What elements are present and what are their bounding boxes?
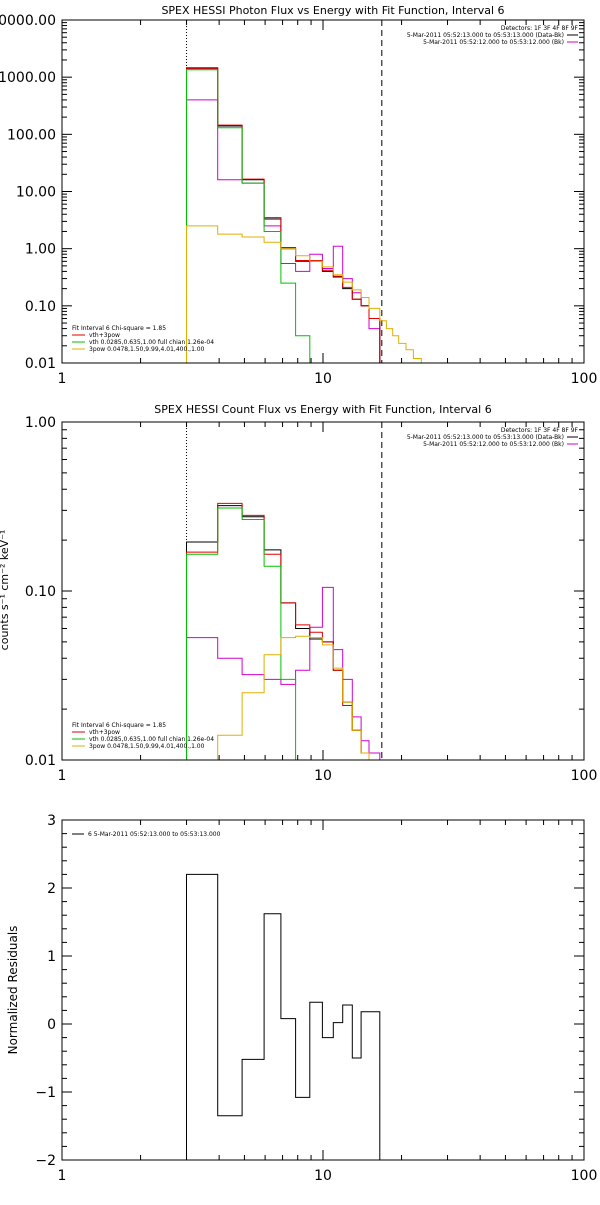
photon-xtick-label: 10 xyxy=(314,371,332,387)
photon-ytick-label: 0.01 xyxy=(25,356,56,372)
count-title: SPEX HESSI Count Flux vs Energy with Fit… xyxy=(154,403,491,416)
count-ytick-label: 0.01 xyxy=(25,753,56,769)
count-series-1 xyxy=(186,505,380,760)
resid-xtick-label: 1 xyxy=(58,1168,67,1184)
resid-series-group xyxy=(186,873,381,1160)
photon-legend-bl-text: 3pow 0.0478,1.50,9.99,4.01,400.,1.00 xyxy=(89,346,205,353)
count-ylabel: counts s⁻¹ cm⁻² keV⁻¹ xyxy=(0,530,11,651)
resid-ylabel: Normalized Residuals xyxy=(6,926,20,1055)
resid-ytick-label: −1 xyxy=(35,1085,56,1101)
photon-legend-tr-text: 5-Mar-2011 05:52:12.000 to 05:53:12.000 … xyxy=(423,39,564,46)
photon-frame xyxy=(61,19,585,364)
photon-legend-bl-text: Fit Interval 6 Chi-square = 1.85 xyxy=(72,325,166,332)
photon-panel: SPEX HESSI Photon Flux vs Energy with Fi… xyxy=(0,4,597,387)
photon-ytick-label: 10.00 xyxy=(16,185,56,201)
count-legend-tr-text: 5-Mar-2011 05:52:13.000 to 05:53:13.000 … xyxy=(407,434,564,441)
resid-ytick-label: 0 xyxy=(47,1017,56,1033)
resid-ytick-label: 1 xyxy=(47,949,56,965)
photon-series-0 xyxy=(186,99,387,363)
photon-title: SPEX HESSI Photon Flux vs Energy with Fi… xyxy=(161,4,504,17)
photon-ytick-label: 1000.00 xyxy=(0,70,56,86)
count-xtick-label: 100 xyxy=(571,768,598,784)
count-xtick-label: 10 xyxy=(314,768,332,784)
count-xtick-label: 1 xyxy=(58,768,67,784)
photon-legend-bl-text: vth 0.0285,0.635,1.00 full chian 1.26e-0… xyxy=(89,339,214,346)
photon-series-group xyxy=(186,67,430,363)
photon-ytick-label: 1.00 xyxy=(25,242,56,258)
resid-series-0 xyxy=(186,873,381,1160)
count-series-4 xyxy=(186,635,380,760)
resid-frame xyxy=(61,819,585,1161)
count-frame xyxy=(61,421,585,761)
count-series-group xyxy=(186,502,381,760)
resid-ytick-label: 2 xyxy=(47,881,56,897)
photon-series-1 xyxy=(186,67,381,363)
photon-xtick-label: 1 xyxy=(58,371,67,387)
photon-legend-bl-text: vth+3pow xyxy=(89,332,120,339)
count-ytick-label: 1.00 xyxy=(25,415,56,431)
resid-xtick-label: 100 xyxy=(571,1168,598,1184)
count-legend-bl-text: vth+3pow xyxy=(89,729,120,736)
count-legend-bl-text: 3pow 0.0478,1.50,9.99,4.01,400.,1.00 xyxy=(89,743,205,750)
count-panel: SPEX HESSI Count Flux vs Energy with Fit… xyxy=(0,403,598,784)
resid-legend-tl-text: 6 5-Mar-2011 05:52:13.000 to 05:53:13.00… xyxy=(88,831,221,838)
resid-xtick-label: 10 xyxy=(314,1168,332,1184)
count-ytick-label: 0.10 xyxy=(25,584,56,600)
count-series-3 xyxy=(186,507,311,760)
photon-plot: 1 10 100 0.01 0.10 1.00 10.00 100.00 1000.00 1000… xyxy=(0,13,597,387)
photon-series-2 xyxy=(186,68,381,363)
resid-ytick-label: 3 xyxy=(47,813,56,829)
photon-ytick-label: 10000.00 xyxy=(0,13,56,29)
count-series-0 xyxy=(186,586,381,760)
photon-series-4 xyxy=(186,225,430,363)
count-legend-bl-text: vth 0.0285,0.635,1.00 full chian 1.26e-0… xyxy=(89,736,214,743)
resid-panel: Normalized Residuals 1 10 100 −2 −1 0 1 2 3 6 5-M… xyxy=(6,813,597,1184)
photon-xtick-label: 100 xyxy=(571,371,598,387)
resid-ytick-label: −2 xyxy=(35,1153,56,1169)
count-legend-tr-text: Detectors: 1F 3F 4F 8F 9F xyxy=(501,427,579,434)
resid-plot: 1 10 100 −2 −1 0 1 2 3 6 5-Mar-2011 05:52:13.000 … xyxy=(35,813,597,1184)
count-plot: 1 10 100 0.01 0.10 1.00 Detectors: 1F 3F 4F 8F… xyxy=(25,415,598,784)
photon-legend-tr-text: 5-Mar-2011 05:52:13.000 to 05:53:13.000 … xyxy=(407,32,564,39)
count-legend-tr-text: 5-Mar-2011 05:52:12.000 to 05:53:12.000 … xyxy=(423,441,564,448)
photon-ytick-label: 100.00 xyxy=(7,127,56,143)
photon-ytick-label: 0.10 xyxy=(25,299,56,315)
count-legend-bl-text: Fit Interval 6 Chi-square = 1.85 xyxy=(72,722,166,729)
photon-legend-tr-text: Detectors: 1F 3F 4F 8F 9F xyxy=(501,25,579,32)
photon-series-3 xyxy=(186,69,323,363)
